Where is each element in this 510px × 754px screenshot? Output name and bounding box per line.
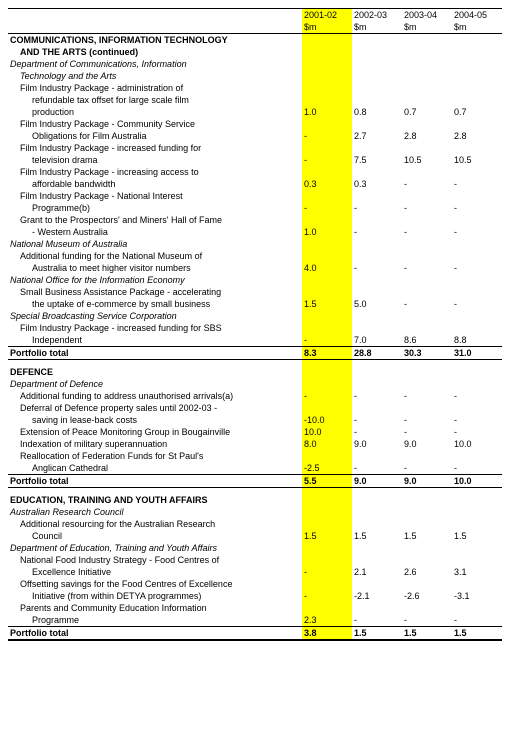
nmoa-r1-l1: Additional funding for the National Muse… <box>8 250 502 262</box>
dept-comms-title-2: Technology and the Arts <box>8 70 502 82</box>
dept-sbs: Special Broadcasting Service Corporation <box>8 310 502 322</box>
def-r2-l2: saving in lease-back costs -10.0--- <box>8 414 502 426</box>
detya-r1-l1: National Food Industry Strategy - Food C… <box>8 554 502 566</box>
comms-r2-l2: Obligations for Film Australia -2.72.82.… <box>8 130 502 142</box>
arc-r1-l1: Additional resourcing for the Australian… <box>8 518 502 530</box>
dept-noie: National Office for the Information Econ… <box>8 274 502 286</box>
def-r3: Extension of Peace Monitoring Group in B… <box>8 426 502 438</box>
dept-arc: Australian Research Council <box>8 506 502 518</box>
header-years-row: 2001-02 2002-03 2003-04 2004-05 <box>8 9 502 22</box>
comms-r5-l1: Film Industry Package - National Interes… <box>8 190 502 202</box>
noie-r1-l2: the uptake of e-commerce by small busine… <box>8 298 502 310</box>
noie-r1-l1: Small Business Assistance Package - acce… <box>8 286 502 298</box>
def-r5-l1: Reallocation of Federation Funds for St … <box>8 450 502 462</box>
col-unit-3: $m <box>402 21 452 34</box>
section-defence-title: DEFENCE <box>8 366 502 378</box>
dept-defence: Department of Defence <box>8 378 502 390</box>
col-year-2: 2002-03 <box>352 9 402 22</box>
col-year-1: 2001-02 <box>302 9 352 22</box>
section-comms-title-2: AND THE ARTS (continued) <box>8 46 502 58</box>
col-unit-4: $m <box>452 21 502 34</box>
def-r1: Additional funding to address unauthoris… <box>8 390 502 402</box>
sbs-r1-l2: Independent -7.08.68.8 <box>8 334 502 347</box>
comms-r2-l1: Film Industry Package - Community Servic… <box>8 118 502 130</box>
comms-r4-l2: affordable bandwidth 0.30.3-- <box>8 178 502 190</box>
header-unit-row: $m $m $m $m <box>8 21 502 34</box>
def-r2-l1: Deferral of Defence property sales until… <box>8 402 502 414</box>
comms-r1-l1: Film Industry Package - administration o… <box>8 82 502 94</box>
dept-nmoa: National Museum of Australia <box>8 238 502 250</box>
col-unit-2: $m <box>352 21 402 34</box>
comms-r6-l1: Grant to the Prospectors' and Miners' Ha… <box>8 214 502 226</box>
comms-r6-l2: - Western Australia 1.0--- <box>8 226 502 238</box>
comms-r5-l2: Programme(b) ---- <box>8 202 502 214</box>
budget-table: 2001-02 2002-03 2003-04 2004-05 $m $m $m… <box>8 8 502 641</box>
nmoa-r1-l2: Australia to meet higher visitor numbers… <box>8 262 502 274</box>
section-comms-title: COMMUNICATIONS, INFORMATION TECHNOLOGY <box>8 34 502 47</box>
col-year-4: 2004-05 <box>452 9 502 22</box>
col-unit-1: $m <box>302 21 352 34</box>
detya-r2-l1: Offsetting savings for the Food Centres … <box>8 578 502 590</box>
comms-r3-l1: Film Industry Package - increased fundin… <box>8 142 502 154</box>
comms-r4-l1: Film Industry Package - increasing acces… <box>8 166 502 178</box>
section-education-title: EDUCATION, TRAINING AND YOUTH AFFAIRS <box>8 494 502 506</box>
detya-r3-l1: Parents and Community Education Informat… <box>8 602 502 614</box>
dept-comms-title: Department of Communications, Informatio… <box>8 58 502 70</box>
education-total: Portfolio total 3.81.51.51.5 <box>8 627 502 641</box>
comms-r1-l2: refundable tax offset for large scale fi… <box>8 94 502 106</box>
detya-r3-l2: Programme 2.3--- <box>8 614 502 627</box>
defence-total: Portfolio total 5.59.09.010.0 <box>8 475 502 488</box>
dept-detya: Department of Education, Training and Yo… <box>8 542 502 554</box>
def-r5-l2: Anglican Cathedral -2.5--- <box>8 462 502 475</box>
def-r4: Indexation of military superannuation 8.… <box>8 438 502 450</box>
sbs-r1-l1: Film Industry Package - increased fundin… <box>8 322 502 334</box>
comms-total: Portfolio total 8.328.830.331.0 <box>8 347 502 360</box>
detya-r1-l2: Excellence Initiative -2.12.63.1 <box>8 566 502 578</box>
comms-r3-l2: television drama -7.510.510.5 <box>8 154 502 166</box>
detya-r2-l2: Initiative (from within DETYA programmes… <box>8 590 502 602</box>
comms-r1-l3: production 1.00.80.70.7 <box>8 106 502 118</box>
arc-r1-l2: Council 1.51.51.51.5 <box>8 530 502 542</box>
col-year-3: 2003-04 <box>402 9 452 22</box>
